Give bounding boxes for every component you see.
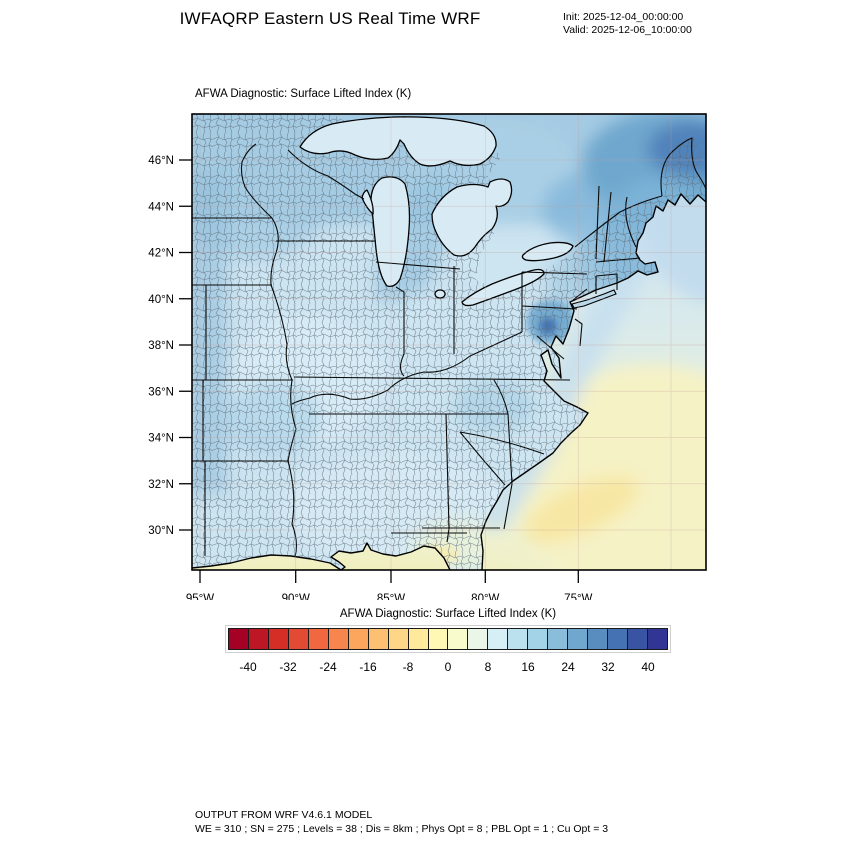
colorbar-tick-label: 8 — [484, 660, 492, 674]
colorbar-cell — [288, 629, 309, 649]
lake-erie — [461, 268, 545, 307]
colorbar-cell — [368, 629, 389, 649]
colorbar-cell — [408, 629, 429, 649]
map-canvas: 46°N 44°N 42°N 40°N 38°N 36°N 34°N 32°N … — [148, 113, 707, 605]
y-tick-label: 38°N — [148, 340, 174, 352]
init-time: Init: 2025-12-04_00:00:00 — [563, 11, 684, 23]
colorbar-cell — [388, 629, 409, 649]
colorbar-cell — [268, 629, 289, 649]
y-tick-label: 30°N — [148, 525, 174, 537]
x-tick-label: 90°W — [282, 593, 310, 600]
valid-time: Valid: 2025-12-06_10:00:00 — [563, 24, 692, 36]
map-plot: 46°N 44°N 42°N 40°N 38°N 36°N 34°N 32°N … — [140, 100, 730, 605]
colorbar-cell — [548, 629, 569, 649]
colorbar-cell — [328, 629, 349, 649]
colorbar-ticks: -40 -32 -24 -16 -8 0 8 16 24 32 40 — [228, 660, 668, 676]
colorbar-tick-label: -8 — [402, 660, 414, 674]
colorbar-tick-label: 16 — [521, 660, 535, 674]
colorbar-cell — [248, 629, 269, 649]
colorbar-tick-label: -16 — [359, 660, 377, 674]
colorbar — [225, 625, 671, 653]
y-tick-label: 34°N — [148, 433, 174, 445]
colorbar-cell — [488, 629, 509, 649]
colorbar-cell — [528, 629, 549, 649]
x-tick-label: 75°W — [564, 593, 592, 600]
y-tick-label: 44°N — [148, 201, 174, 213]
page-title: IWFAQRP Eastern US Real Time WRF — [179, 9, 481, 28]
colorbar-tick-label: 32 — [601, 660, 615, 674]
run-info: Init: 2025-12-04_00:00:00 Valid: 2025-12… — [563, 11, 692, 37]
colorbar-tick-label: -32 — [279, 660, 297, 674]
graticule — [192, 114, 706, 570]
colorbar-cell — [428, 629, 449, 649]
y-axis-labels: 46°N 44°N 42°N 40°N 38°N 36°N 34°N 32°N … — [148, 155, 174, 537]
colorbar-cell — [229, 629, 249, 649]
colorbar-tick-label: -24 — [319, 660, 337, 674]
footer-line-2: WE = 310 ; SN = 275 ; Levels = 38 ; Dis … — [195, 822, 609, 835]
colorbar-cell — [568, 629, 589, 649]
colorbar-cell — [648, 629, 667, 649]
y-tick-label: 36°N — [148, 386, 174, 398]
ocean-contours — [192, 115, 706, 570]
y-tick-label: 46°N — [148, 155, 174, 167]
colorbar-tick-label: -40 — [239, 660, 257, 674]
state-borders — [192, 137, 706, 558]
x-axis-ticks — [199, 570, 579, 583]
colorbar-cell — [468, 629, 489, 649]
y-tick-label: 42°N — [148, 248, 174, 260]
map-border — [191, 113, 707, 571]
colorbar-tick-label: 0 — [444, 660, 452, 674]
colorbar-tick-label: 24 — [561, 660, 575, 674]
footer-text: OUTPUT FROM WRF V4.6.1 MODEL WE = 310 ; … — [195, 809, 608, 836]
x-axis-labels: 95°W 90°W 85°W 80°W 75°W — [186, 593, 593, 605]
y-tick-label: 32°N — [148, 479, 174, 491]
lake-superior — [299, 116, 497, 167]
colorbar-cell — [628, 629, 649, 649]
x-tick-label: 80°W — [471, 593, 499, 600]
colorbar-cell — [308, 629, 329, 649]
lake-ontario — [521, 241, 574, 262]
coastline — [192, 193, 706, 570]
colorbar-tick-label: 40 — [641, 660, 655, 674]
colorbar-title: AFWA Diagnostic: Surface Lifted Index (K… — [339, 608, 557, 620]
great-lakes — [299, 116, 574, 307]
colorbar-cell — [608, 629, 629, 649]
lake-st-clair — [434, 289, 446, 299]
y-tick-label: 40°N — [148, 294, 174, 306]
colorbar-cell — [588, 629, 609, 649]
map-svg: 46°N 44°N 42°N 40°N 38°N 36°N 34°N 32°N … — [148, 113, 707, 605]
footer-line-1: OUTPUT FROM WRF V4.6.1 MODEL — [195, 809, 373, 821]
x-tick-label: 85°W — [377, 593, 405, 600]
lake-huron — [431, 178, 513, 257]
y-axis-ticks — [179, 159, 192, 531]
plot-title: AFWA Diagnostic: Surface Lifted Index (K… — [195, 88, 412, 100]
colorbar-cell — [448, 629, 469, 649]
x-tick-label: 95°W — [186, 593, 214, 600]
colorbar-cell — [348, 629, 369, 649]
colorbar-cell — [508, 629, 529, 649]
green-bay — [361, 189, 374, 215]
long-island — [571, 289, 617, 309]
